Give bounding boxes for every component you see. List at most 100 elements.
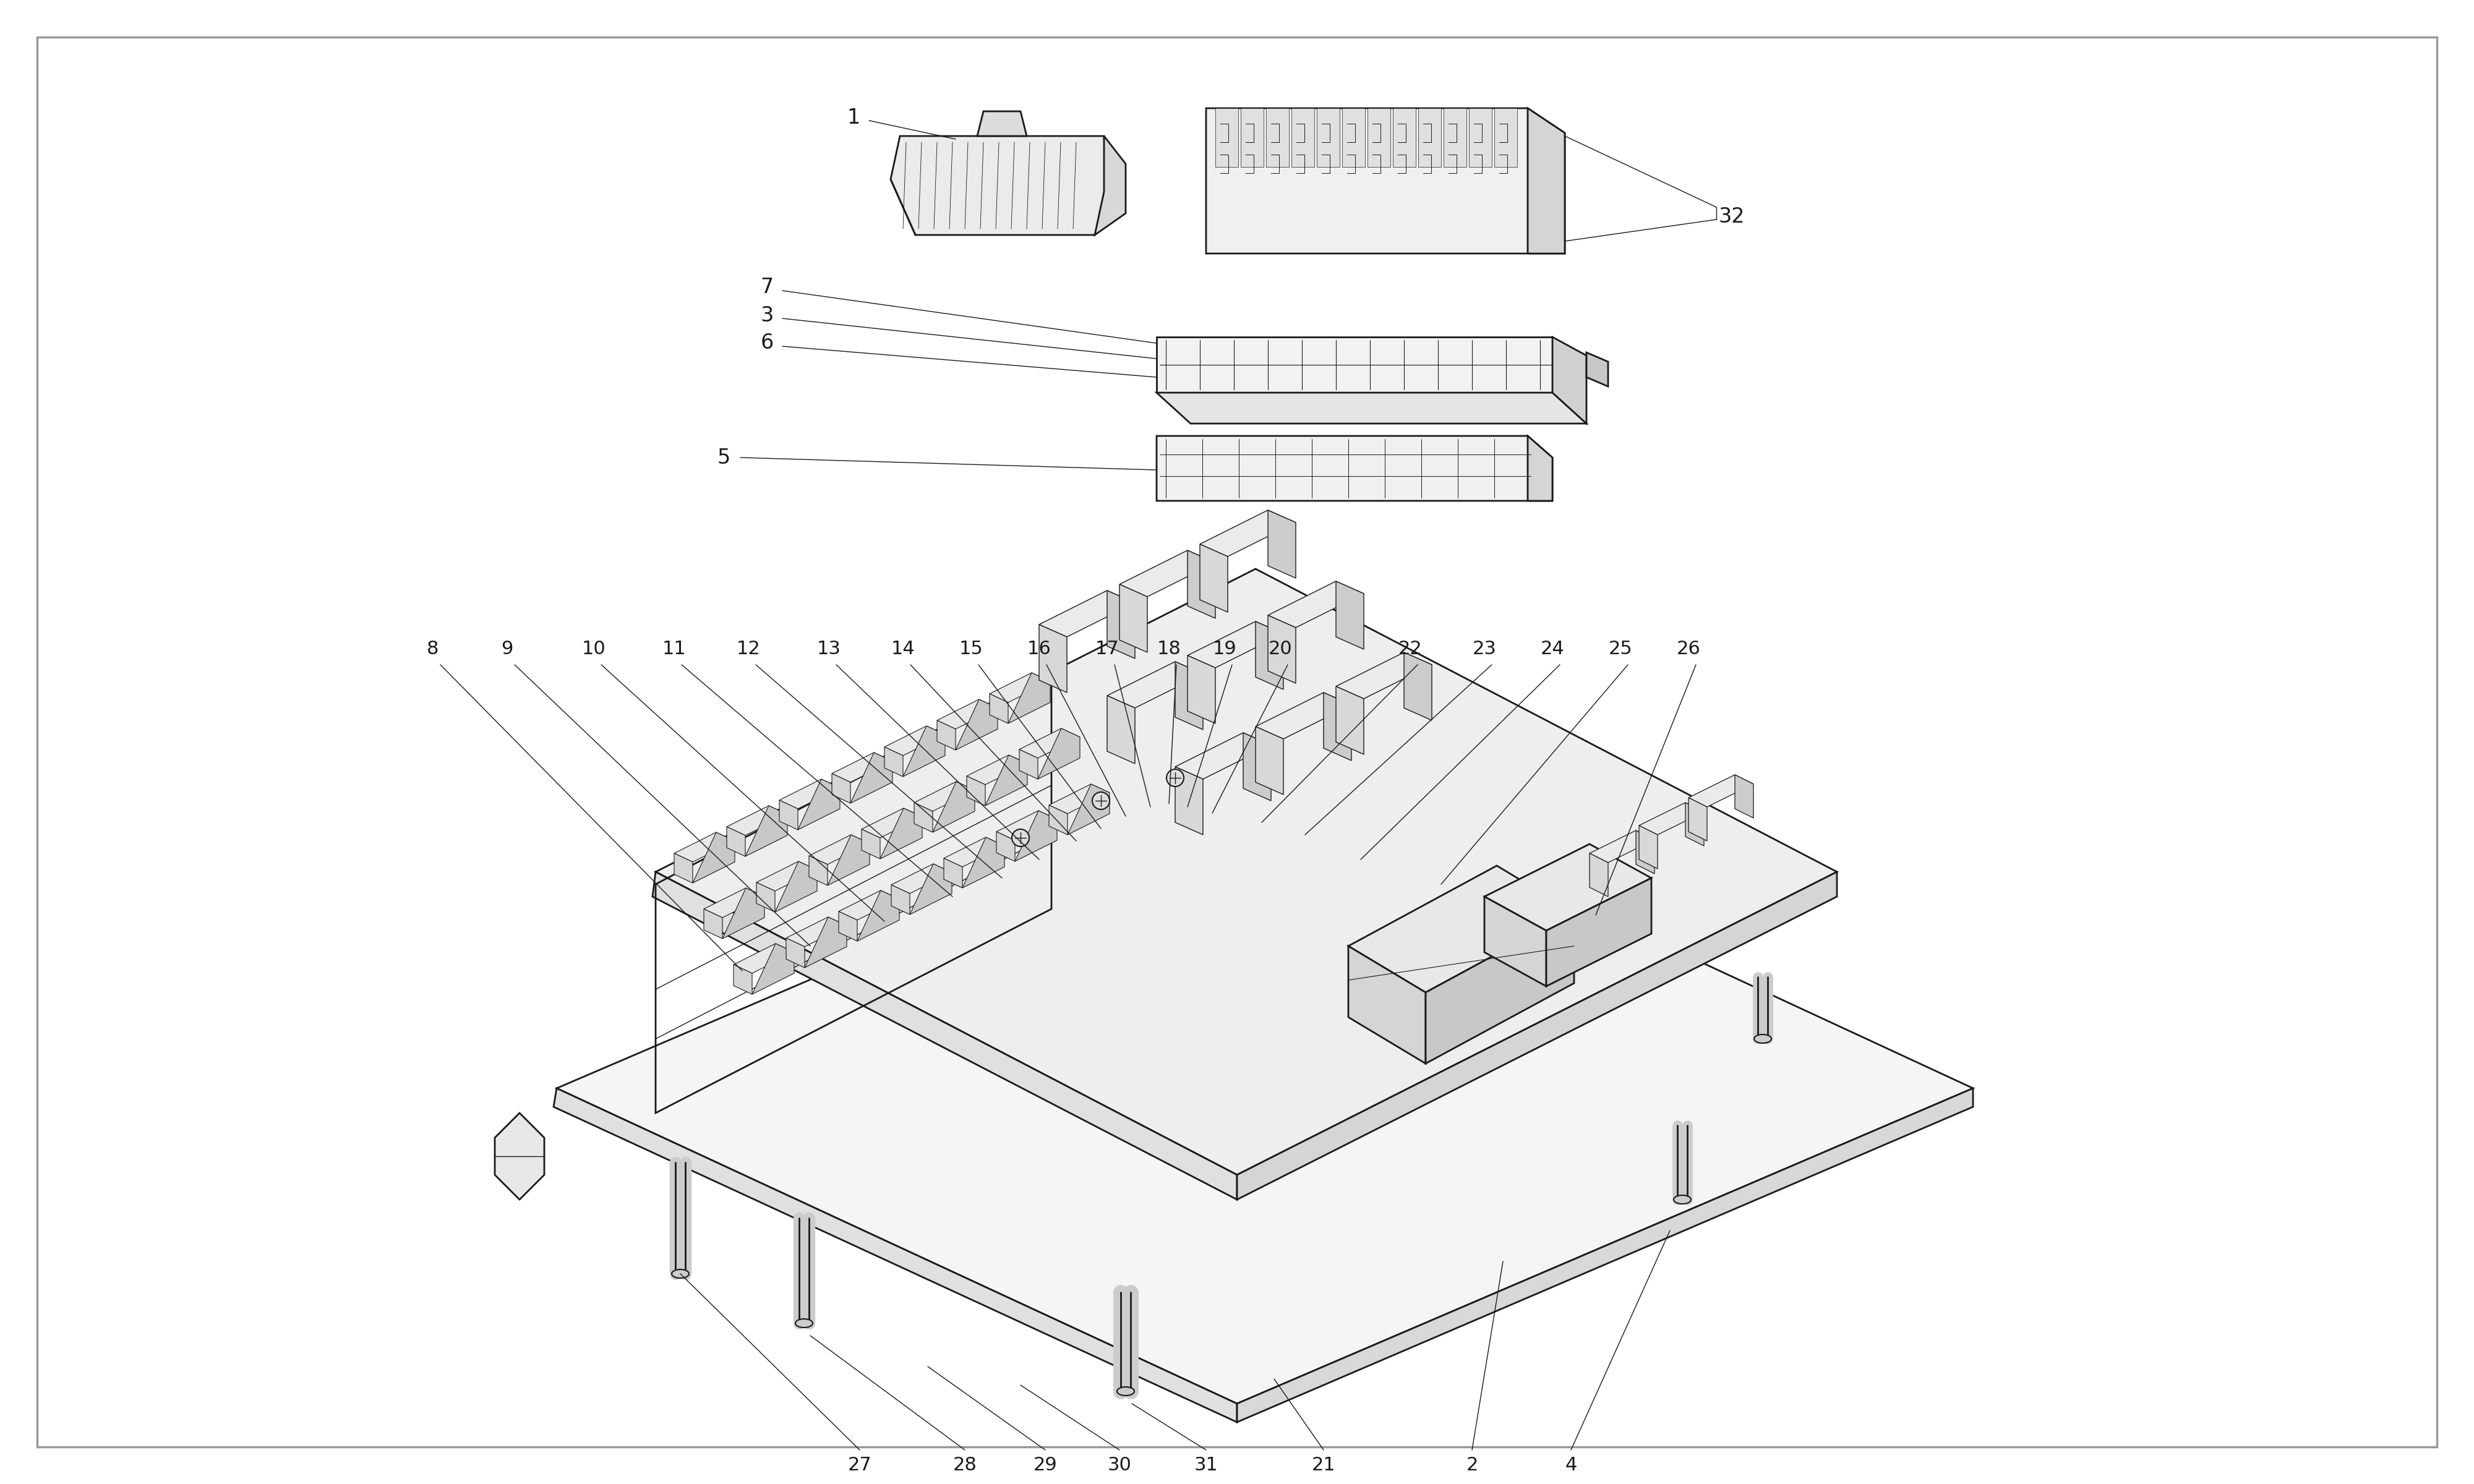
Polygon shape [1188, 656, 1215, 723]
Polygon shape [990, 693, 1009, 723]
Polygon shape [945, 858, 962, 887]
Polygon shape [967, 776, 985, 806]
Polygon shape [1470, 108, 1492, 166]
Polygon shape [554, 1088, 1237, 1422]
Polygon shape [1257, 727, 1284, 794]
Polygon shape [804, 917, 846, 968]
Text: 12: 12 [737, 640, 760, 659]
Polygon shape [787, 917, 846, 947]
Polygon shape [809, 856, 826, 886]
Polygon shape [1368, 108, 1390, 166]
Polygon shape [1393, 108, 1415, 166]
Polygon shape [705, 908, 722, 938]
Polygon shape [732, 944, 794, 974]
Polygon shape [1175, 733, 1272, 779]
Polygon shape [1267, 582, 1363, 628]
Polygon shape [1039, 729, 1079, 779]
Polygon shape [557, 773, 1974, 1404]
Polygon shape [938, 699, 997, 729]
Polygon shape [1529, 108, 1566, 254]
Text: 19: 19 [1212, 640, 1237, 659]
Polygon shape [1257, 693, 1351, 739]
Polygon shape [891, 884, 910, 914]
Text: 26: 26 [1677, 640, 1700, 659]
Polygon shape [938, 720, 955, 749]
Polygon shape [1215, 108, 1239, 166]
Polygon shape [1108, 591, 1136, 659]
Polygon shape [1108, 696, 1136, 764]
Polygon shape [1188, 551, 1215, 619]
Polygon shape [1588, 853, 1608, 896]
Polygon shape [1635, 831, 1655, 874]
Polygon shape [1014, 810, 1056, 861]
Text: 18: 18 [1158, 640, 1180, 659]
Polygon shape [886, 726, 945, 755]
Polygon shape [1108, 662, 1202, 708]
Polygon shape [727, 827, 745, 856]
Ellipse shape [1118, 1388, 1133, 1395]
Text: 25: 25 [1608, 640, 1633, 659]
Polygon shape [1009, 672, 1049, 723]
Text: 13: 13 [816, 640, 841, 659]
Text: 1: 1 [846, 107, 861, 128]
Polygon shape [1158, 436, 1554, 500]
Polygon shape [1687, 775, 1754, 807]
Polygon shape [653, 871, 1237, 1199]
Text: 28: 28 [952, 1456, 977, 1475]
Polygon shape [779, 779, 841, 809]
Polygon shape [955, 699, 997, 749]
Text: 8: 8 [428, 640, 438, 659]
Polygon shape [977, 111, 1027, 137]
Text: 14: 14 [891, 640, 915, 659]
Text: 15: 15 [960, 640, 982, 659]
Circle shape [1012, 830, 1029, 846]
Polygon shape [1118, 585, 1148, 653]
Polygon shape [858, 890, 901, 941]
Polygon shape [1039, 625, 1066, 693]
Polygon shape [809, 834, 871, 864]
Text: 27: 27 [849, 1456, 871, 1475]
Text: 29: 29 [1034, 1456, 1056, 1475]
Text: 2: 2 [1467, 1456, 1477, 1475]
Polygon shape [1237, 871, 1836, 1199]
Text: 22: 22 [1398, 640, 1423, 659]
Polygon shape [881, 809, 923, 859]
Polygon shape [797, 779, 841, 830]
Text: 5: 5 [717, 447, 730, 467]
Text: 32: 32 [1719, 206, 1744, 227]
Polygon shape [1291, 108, 1314, 166]
Polygon shape [891, 864, 952, 893]
Polygon shape [1348, 865, 1573, 993]
Polygon shape [1418, 108, 1440, 166]
Polygon shape [1425, 913, 1573, 1064]
Polygon shape [1341, 108, 1366, 166]
Polygon shape [673, 853, 693, 883]
Polygon shape [1638, 825, 1658, 868]
Text: 30: 30 [1108, 1456, 1131, 1475]
Polygon shape [1267, 510, 1296, 579]
Polygon shape [1586, 352, 1608, 386]
Polygon shape [933, 782, 975, 833]
Text: 10: 10 [581, 640, 606, 659]
Text: 7: 7 [760, 278, 774, 298]
Polygon shape [831, 773, 851, 803]
Text: 6: 6 [760, 332, 774, 353]
Polygon shape [732, 965, 752, 994]
Polygon shape [1494, 108, 1517, 166]
Polygon shape [1734, 775, 1754, 818]
Polygon shape [1445, 108, 1467, 166]
Circle shape [1168, 769, 1185, 787]
Polygon shape [1336, 653, 1432, 699]
Polygon shape [693, 833, 735, 883]
Polygon shape [705, 887, 764, 917]
Polygon shape [1039, 591, 1136, 637]
Polygon shape [910, 864, 952, 914]
Polygon shape [1158, 337, 1554, 393]
Polygon shape [886, 746, 903, 776]
Polygon shape [1546, 879, 1653, 987]
Text: 11: 11 [663, 640, 685, 659]
Polygon shape [1242, 108, 1264, 166]
Polygon shape [779, 800, 797, 830]
Polygon shape [1188, 622, 1284, 668]
Polygon shape [851, 752, 893, 803]
